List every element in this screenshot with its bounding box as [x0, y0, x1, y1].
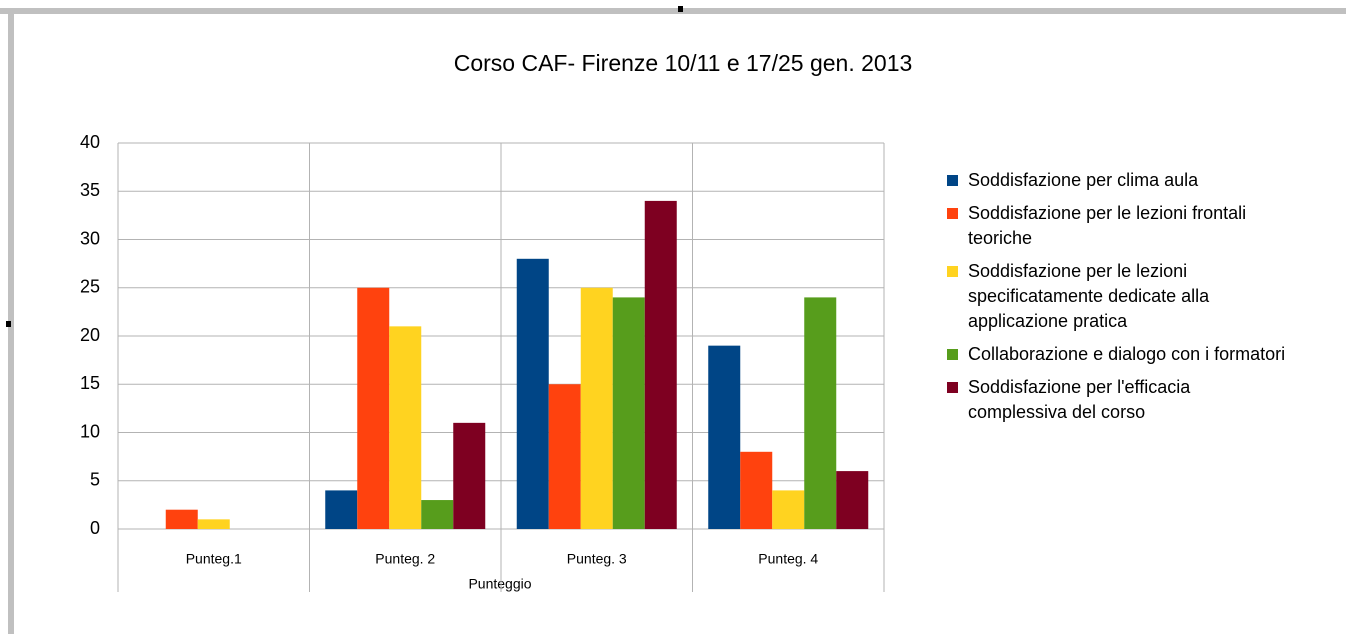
x-tick-label: Punteg. 3 — [567, 551, 627, 567]
legend-swatch — [947, 349, 958, 360]
legend-label: Soddisfazione per le lezioni specificata… — [968, 261, 1210, 331]
x-axis-title: Punteggio — [468, 576, 531, 592]
legend-entry: Soddisfazione per l'efficacia complessiv… — [944, 375, 1289, 425]
legend-swatch — [947, 382, 958, 393]
handle — [6, 321, 11, 327]
bar — [580, 287, 613, 529]
legend-entry: Collaborazione e dialogo con i formatori — [944, 342, 1289, 367]
legend-entry: Soddisfazione per le lezioni specificata… — [944, 259, 1289, 334]
y-tick-label: 0 — [90, 518, 100, 538]
legend-label: Soddisfazione per le lezioni frontali te… — [968, 203, 1247, 248]
bar — [612, 297, 645, 529]
bar — [389, 326, 422, 529]
y-tick-label: 35 — [80, 180, 100, 200]
bar — [357, 287, 390, 529]
legend-entry: Soddisfazione per le lezioni frontali te… — [944, 201, 1289, 251]
y-tick-label: 20 — [80, 325, 100, 345]
handle — [678, 6, 683, 12]
bar — [325, 490, 358, 529]
bar — [644, 200, 677, 529]
y-tick-label: 30 — [80, 228, 100, 248]
y-tick-label: 5 — [90, 470, 100, 490]
bar — [421, 500, 454, 529]
bar — [453, 422, 486, 529]
legend-label: Soddisfazione per l'efficacia complessiv… — [968, 377, 1191, 422]
y-tick-label: 10 — [80, 421, 100, 441]
bar — [740, 451, 773, 529]
legend-label: Soddisfazione per clima aula — [968, 170, 1199, 190]
legend: Soddisfazione per clima aula Soddisfazion… — [944, 168, 1289, 433]
bar — [516, 258, 549, 529]
y-tick-label: 40 — [80, 132, 100, 152]
x-tick-label: Punteg.1 — [186, 551, 242, 567]
legend-entry: Soddisfazione per clima aula — [944, 168, 1289, 193]
bar — [708, 345, 741, 529]
bar — [772, 490, 805, 529]
y-tick-label: 25 — [80, 277, 100, 297]
legend-label: Collaborazione e dialogo con i formatori — [968, 344, 1286, 364]
x-tick-label: Punteg. 2 — [375, 551, 435, 567]
bar — [804, 297, 837, 529]
frame-top — [0, 8, 1346, 14]
bar — [165, 509, 198, 529]
bar — [548, 384, 581, 529]
bar — [836, 471, 869, 529]
legend-swatch — [947, 208, 958, 219]
legend-swatch — [947, 175, 958, 186]
y-tick-label: 15 — [80, 373, 100, 393]
x-tick-label: Punteg. 4 — [758, 551, 818, 567]
chart-title: Corso CAF- Firenze 10/11 e 17/25 gen. 20… — [454, 50, 913, 76]
legend-swatch — [947, 266, 958, 277]
bar — [197, 519, 230, 529]
